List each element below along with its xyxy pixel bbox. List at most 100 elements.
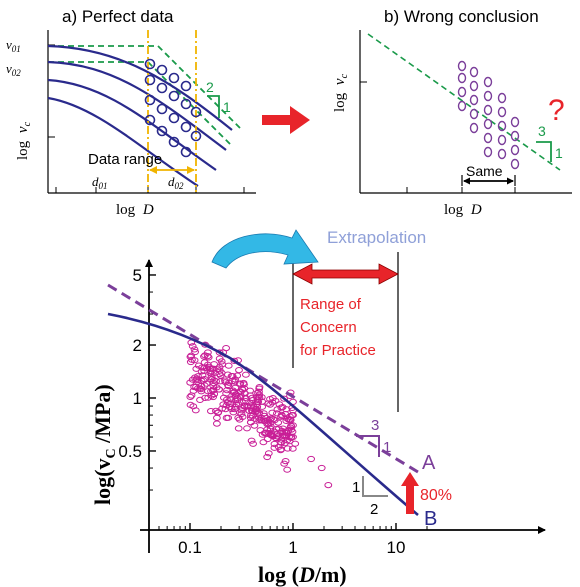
slope-a-triangle [356,435,380,457]
data-range-label: Data range [88,151,162,168]
scatter-point [274,419,283,426]
scatter-point [186,401,195,408]
y-tick-label: 0.5 [118,442,142,461]
panel-b-point [497,148,507,160]
panel-b-point [469,80,479,92]
v02-label: v02 [6,61,21,78]
panel-b-slope-triangle [536,141,552,162]
scatter-point [197,368,206,375]
scatter-point [289,422,297,429]
panel-a-point [168,112,180,124]
panel-b-point [483,104,493,116]
scatter-point [232,391,240,398]
curve-4 [47,96,199,187]
panel-b-point [497,120,507,132]
pct-label: 80% [420,487,452,504]
panel-a-point [168,136,180,148]
scatter-point [236,409,244,416]
scatter-point [207,374,216,381]
scatter-point [317,464,326,472]
slope-a-rise: 3 [371,417,379,434]
scatter-point [200,353,208,360]
concern-line2: Concern [300,319,357,336]
scatter-point [276,447,285,454]
scatter-point [233,395,242,402]
slope-b-run: 2 [370,501,378,518]
label-b: B [424,508,437,530]
scatter-point [230,357,239,364]
panel-a-curves [47,44,233,187]
panel-a-xlabel: log D [116,202,154,218]
panel-b-xlabel: log D [444,202,482,218]
panel-b-point [497,106,507,118]
panel-a-point [144,114,156,126]
scatter-point [283,445,292,452]
d01-label: d01 [92,174,108,191]
scatter-point [242,371,250,378]
scatter-point [286,416,295,424]
panel-a-slope-rise: 2 [206,79,214,95]
scatter-point [277,411,286,418]
scatter-point [237,410,246,417]
y-tick-label: 1 [133,389,142,408]
panel-b-slope-run: 1 [555,145,563,161]
panel-b-point [483,76,493,88]
scatter-point [222,402,231,409]
scatter-point [215,367,224,374]
panel-b-point [469,122,479,134]
scatter-point [223,396,231,403]
panel-a-point [156,103,168,115]
scatter-point [259,410,268,417]
scatter-point [238,386,247,393]
scatter-point [276,439,285,446]
line-b [107,312,419,516]
scatter-point [187,392,196,399]
scatter-point [233,397,242,404]
scatter-point [278,432,287,439]
scatter-point [207,408,215,415]
scatter-point [201,394,210,401]
scatter-point [284,427,293,434]
panel-b-point [483,90,493,102]
scatter-point [222,345,231,352]
scatter-point [263,453,272,461]
panel-b-points [457,60,520,170]
concern-line1: Range of [300,296,362,313]
scatter-point [209,393,218,401]
asymptote-1 [48,45,241,129]
main-xlabel: log (D/m) [258,562,347,587]
panel-a-point [156,82,168,94]
panel-b-point [483,146,493,158]
v01-label: v01 [6,37,21,54]
scatter-point [258,403,267,410]
y-tick-label: 2 [133,336,142,355]
scatter-point [194,385,202,392]
panel-a-point [168,90,180,102]
panel-b-point [510,116,520,128]
scatter-point [291,440,300,447]
panel-b-point [469,66,479,78]
scatter-point [264,400,273,407]
scatter-point [213,420,221,427]
scatter-point [214,409,223,416]
panel-b-point [483,132,493,144]
scatter-point [324,482,333,489]
scatter-point [241,390,249,397]
scatter-point [257,417,266,424]
scatter-point [264,450,273,457]
panel-b-point [457,72,467,84]
panel-b-point [457,60,467,72]
extrapolation-label: Extrapolation [327,228,426,247]
panel-b-point [469,108,479,120]
panel-a-ylabel: log vc [15,121,33,160]
scatter-point [204,349,212,356]
curve-1 [47,44,233,131]
panel-a-point [180,146,192,158]
panel-a-slope-triangle [207,95,220,118]
panel-a: a) Perfect data log vc log D v01 v02 [6,7,256,218]
scatter-point [263,435,272,443]
panel-b-point [457,100,467,112]
pct-arrow [401,472,419,514]
scatter-point [231,376,240,383]
curve-3 [47,78,217,171]
